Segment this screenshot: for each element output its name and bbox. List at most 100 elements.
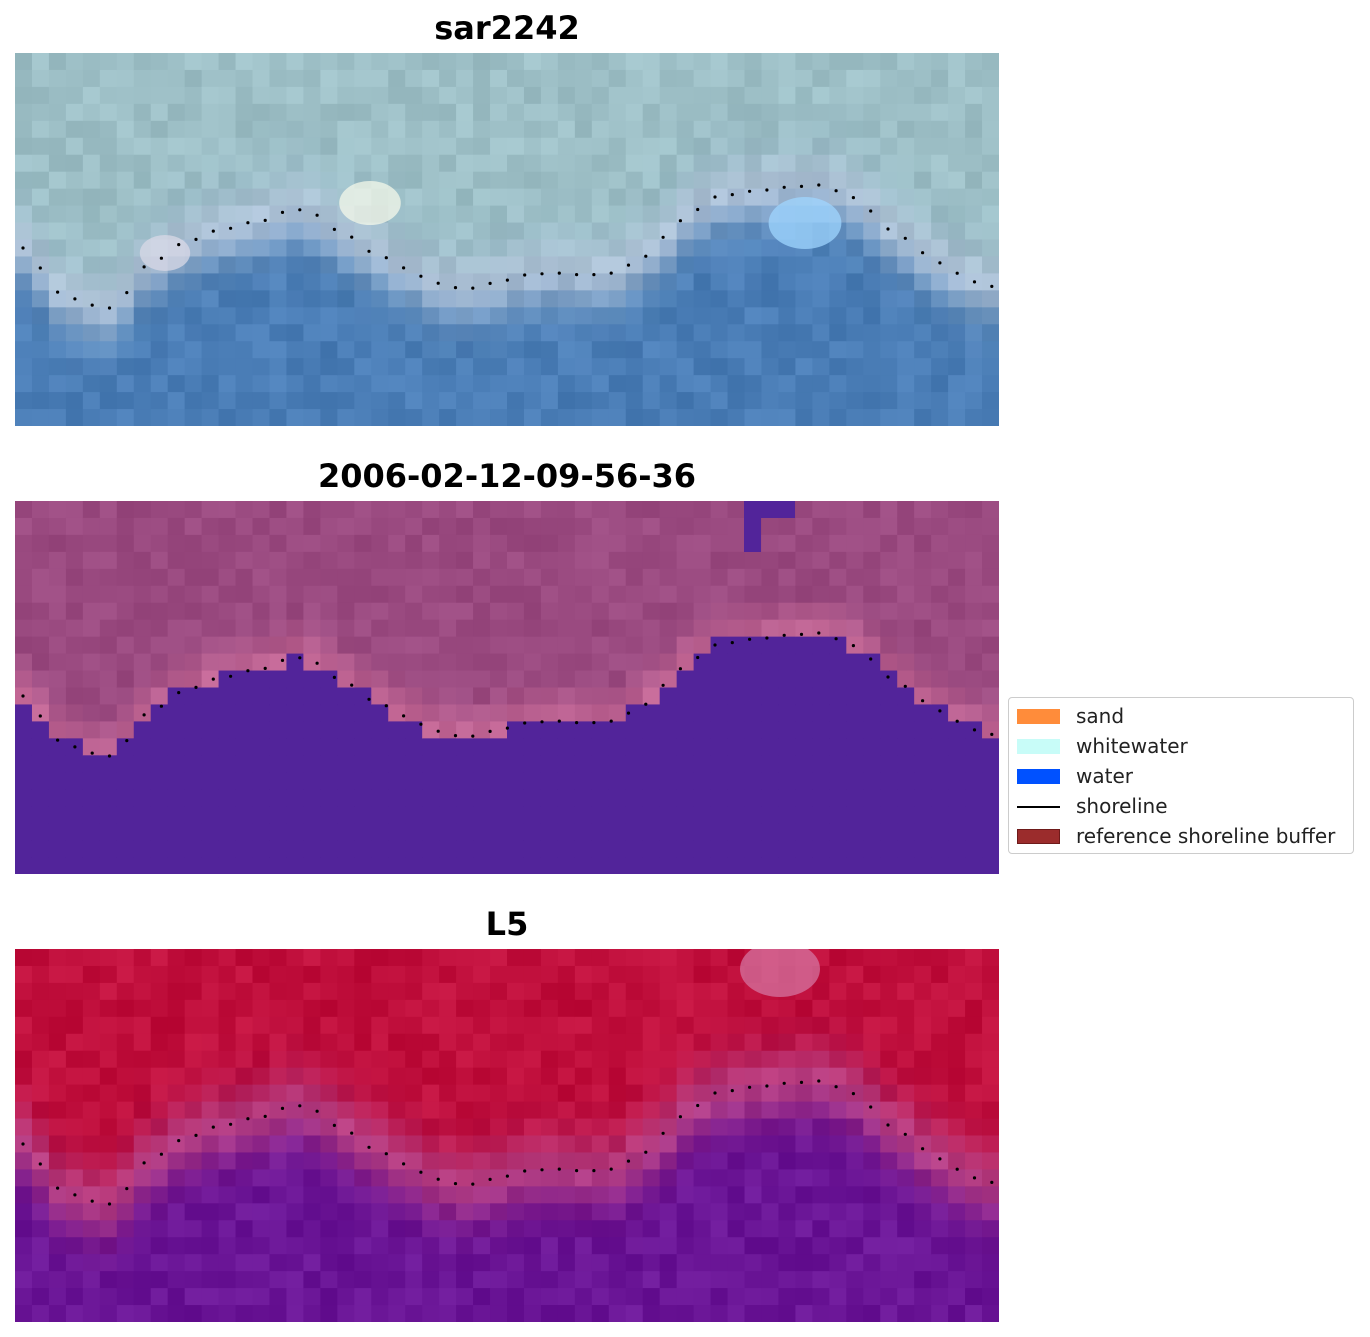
image-pixel xyxy=(710,585,729,604)
image-pixel xyxy=(523,1186,542,1204)
image-pixel xyxy=(65,222,84,241)
image-pixel xyxy=(473,358,491,376)
shoreline-point xyxy=(384,704,388,708)
image-pixel xyxy=(965,1220,983,1238)
image-pixel xyxy=(167,772,186,790)
image-pixel xyxy=(405,256,423,274)
image-pixel xyxy=(388,1305,406,1322)
image-pixel xyxy=(235,1118,254,1137)
image-pixel xyxy=(252,551,271,570)
image-pixel xyxy=(320,823,338,841)
image-pixel xyxy=(693,823,712,841)
image-pixel xyxy=(15,86,33,105)
image-pixel xyxy=(880,551,898,570)
image-pixel xyxy=(490,1118,508,1137)
image-pixel xyxy=(965,755,983,773)
image-pixel xyxy=(982,154,999,173)
image-pixel xyxy=(65,585,84,604)
image-pixel xyxy=(914,1067,932,1086)
image-pixel xyxy=(523,857,542,874)
image-pixel xyxy=(540,789,559,807)
image-pixel xyxy=(982,375,999,393)
image-pixel xyxy=(965,1050,983,1069)
image-pixel xyxy=(65,965,84,984)
image-pixel xyxy=(456,205,474,224)
image-pixel xyxy=(167,965,186,984)
image-pixel xyxy=(795,755,813,773)
image-pixel xyxy=(405,1033,423,1052)
image-pixel xyxy=(303,551,321,570)
image-pixel xyxy=(608,154,627,173)
image-pixel xyxy=(795,273,813,291)
image-pixel xyxy=(405,1084,423,1103)
image-pixel xyxy=(914,670,932,689)
image-pixel xyxy=(693,534,712,553)
image-pixel xyxy=(490,1084,508,1103)
image-pixel xyxy=(82,1237,101,1255)
image-pixel xyxy=(337,290,355,308)
image-pixel xyxy=(184,636,203,655)
image-pixel xyxy=(31,1186,50,1204)
image-pixel xyxy=(405,1016,423,1035)
image-pixel xyxy=(337,1152,355,1170)
image-pixel xyxy=(337,602,355,621)
image-pixel xyxy=(608,103,627,122)
image-pixel xyxy=(507,1135,525,1154)
image-pixel xyxy=(965,704,983,722)
image-pixel xyxy=(965,772,983,790)
image-pixel xyxy=(557,1237,576,1255)
image-pixel xyxy=(269,256,288,274)
image-pixel xyxy=(235,1033,254,1052)
image-pixel xyxy=(65,823,84,841)
image-pixel xyxy=(897,772,915,790)
image-pixel xyxy=(710,1271,729,1289)
shoreline-point xyxy=(142,713,146,717)
image-pixel xyxy=(557,188,576,207)
image-pixel xyxy=(693,409,712,426)
image-pixel xyxy=(965,137,983,156)
image-pixel xyxy=(82,806,101,824)
image-pixel xyxy=(507,687,525,706)
shoreline-point xyxy=(194,237,198,241)
image-pixel xyxy=(167,636,186,655)
image-pixel xyxy=(354,239,372,258)
image-pixel xyxy=(184,670,203,689)
image-pixel xyxy=(286,568,305,587)
image-pixel xyxy=(642,375,661,393)
image-pixel xyxy=(15,358,33,376)
image-pixel xyxy=(812,154,830,173)
image-pixel xyxy=(744,840,763,858)
image-pixel xyxy=(371,806,389,824)
image-pixel xyxy=(812,670,830,689)
shoreline-point xyxy=(834,1085,838,1089)
image-pixel xyxy=(676,1016,695,1035)
image-pixel xyxy=(557,69,576,88)
image-pixel xyxy=(371,1254,389,1272)
image-pixel xyxy=(82,239,101,258)
image-pixel xyxy=(31,1067,50,1086)
image-pixel xyxy=(931,1067,949,1086)
image-pixel xyxy=(116,290,135,308)
image-pixel xyxy=(354,738,372,756)
image-pixel xyxy=(812,568,830,587)
image-pixel xyxy=(914,585,932,604)
image-pixel xyxy=(65,358,84,376)
image-pixel xyxy=(303,721,321,739)
image-pixel xyxy=(252,1067,271,1086)
image-pixel xyxy=(897,273,915,291)
image-pixel xyxy=(727,1305,746,1322)
image-pixel xyxy=(523,653,542,672)
shoreline-point xyxy=(540,1168,544,1172)
image-pixel xyxy=(659,409,678,426)
image-pixel xyxy=(523,137,542,156)
image-pixel xyxy=(15,534,33,553)
image-pixel xyxy=(829,341,847,359)
image-pixel xyxy=(388,840,406,858)
image-pixel xyxy=(354,517,372,536)
shoreline-point xyxy=(765,1084,769,1088)
image-pixel xyxy=(693,568,712,587)
image-pixel xyxy=(439,965,457,984)
image-pixel xyxy=(116,239,135,258)
image-pixel xyxy=(150,999,169,1018)
image-pixel xyxy=(82,69,101,88)
